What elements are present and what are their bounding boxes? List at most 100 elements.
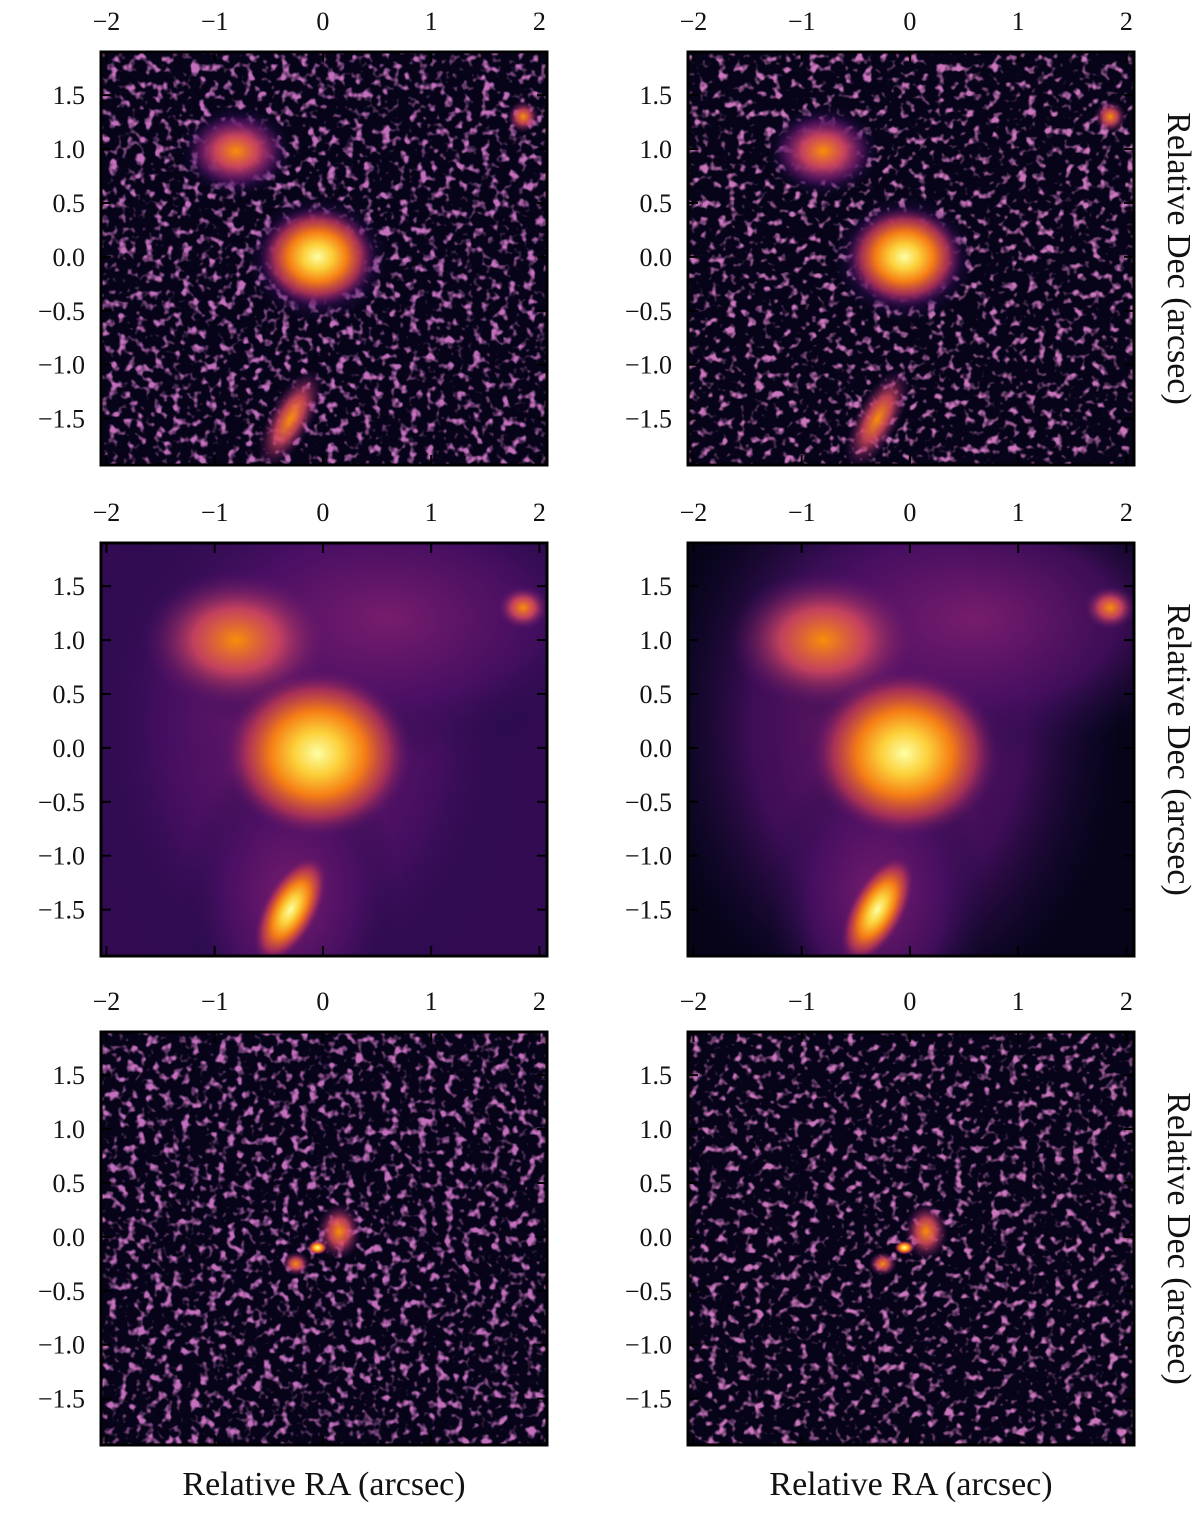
y-tick-label: −0.5 <box>38 297 85 326</box>
y-axis-label: Relative Dec (arcsec) <box>1160 112 1197 405</box>
y-tick-label: 0.0 <box>53 243 86 272</box>
x-axis-label: Relative RA (arcsec) <box>182 1466 465 1503</box>
panel: −2 −1 0 1 2 −1.5 −1.0 −0.5 0.0 0.5 1.0 1.5 Relative … <box>625 987 1197 1503</box>
x-tick-label: 0 <box>903 987 916 1016</box>
y-tick-label: −1.0 <box>625 842 672 871</box>
source <box>775 115 872 188</box>
y-tick-label: −0.5 <box>38 1277 85 1306</box>
image <box>688 1032 1134 1445</box>
source <box>281 1251 310 1276</box>
y-tick-label: 0.5 <box>640 680 673 709</box>
image <box>101 543 547 956</box>
y-tick-label: −1.0 <box>625 351 672 380</box>
x-tick-label: 0 <box>316 7 329 36</box>
image <box>688 543 1134 956</box>
y-axis-label: Relative Dec (arcsec) <box>1160 1092 1197 1385</box>
source <box>1084 585 1134 630</box>
x-tick-label: −2 <box>680 498 708 527</box>
y-tick-label: −1.5 <box>625 405 672 434</box>
y-tick-label: 0.5 <box>53 1169 86 1198</box>
source <box>497 585 547 630</box>
x-tick-label: −1 <box>788 7 816 36</box>
y-tick-label: 1.5 <box>640 572 673 601</box>
panel: −2 −1 0 1 2 −1.5 −1.0 −0.5 0.0 0.5 1.0 1.5 <box>38 7 549 467</box>
source <box>839 855 915 956</box>
x-tick-label: 2 <box>533 987 546 1016</box>
source <box>258 368 323 465</box>
y-tick-label: −1.5 <box>625 1385 672 1414</box>
y-tick-label: −1.5 <box>38 896 85 925</box>
x-tick-label: 1 <box>425 7 438 36</box>
x-tick-label: 1 <box>425 987 438 1016</box>
y-tick-label: −0.5 <box>625 297 672 326</box>
panel: −2 −1 0 1 2 −1.5 −1.0 −0.5 0.0 0.5 1.0 1.5 Relative … <box>38 987 549 1503</box>
frame <box>99 541 549 958</box>
source <box>222 668 413 839</box>
y-tick-label: 1.0 <box>53 1115 86 1144</box>
source <box>904 1203 949 1260</box>
frame <box>686 541 1136 958</box>
y-tick-label: 1.5 <box>53 572 86 601</box>
x-tick-label: −2 <box>93 7 121 36</box>
y-tick-label: −0.5 <box>625 1277 672 1306</box>
x-tick-label: 1 <box>1012 498 1025 527</box>
source <box>894 1240 915 1255</box>
x-tick-label: −2 <box>93 987 121 1016</box>
y-tick-label: −1.0 <box>38 842 85 871</box>
y-tick-label: −0.5 <box>625 788 672 817</box>
source <box>868 1251 897 1276</box>
x-tick-label: −1 <box>201 7 229 36</box>
x-tick-label: −1 <box>201 987 229 1016</box>
x-tick-label: 2 <box>533 7 546 36</box>
x-tick-label: 2 <box>1120 7 1133 36</box>
y-tick-label: 0.5 <box>53 680 86 709</box>
source <box>845 368 910 465</box>
y-tick-label: −1.5 <box>38 1385 85 1414</box>
y-tick-label: 1.0 <box>640 1115 673 1144</box>
source <box>259 206 376 307</box>
x-tick-label: −2 <box>680 7 708 36</box>
x-tick-label: −1 <box>201 498 229 527</box>
source <box>809 668 1000 839</box>
panel: −2 −1 0 1 2 −1.5 −1.0 −0.5 0.0 0.5 1.0 1.5 <box>38 498 549 958</box>
y-tick-label: −1.0 <box>625 1331 672 1360</box>
x-tick-label: 1 <box>1012 7 1025 36</box>
x-tick-label: 0 <box>903 498 916 527</box>
y-tick-label: 0.5 <box>640 189 673 218</box>
source <box>188 115 285 188</box>
source <box>307 1240 328 1255</box>
x-tick-label: 0 <box>903 7 916 36</box>
panel: −2 −1 0 1 2 −1.5 −1.0 −0.5 0.0 0.5 1.0 1.5 Relative … <box>625 498 1197 958</box>
y-tick-label: 0.0 <box>640 734 673 763</box>
y-tick-label: 1.5 <box>640 81 673 110</box>
y-tick-label: 0.5 <box>640 1169 673 1198</box>
source <box>1094 100 1127 133</box>
frame <box>99 50 549 467</box>
y-tick-label: 0.0 <box>53 734 86 763</box>
y-axis-label: Relative Dec (arcsec) <box>1160 603 1197 896</box>
y-tick-label: −1.5 <box>38 405 85 434</box>
y-tick-label: −1.0 <box>38 351 85 380</box>
x-tick-label: 1 <box>1012 987 1025 1016</box>
x-tick-label: −1 <box>788 498 816 527</box>
frame <box>99 1030 549 1447</box>
image <box>688 52 1134 465</box>
x-tick-label: −2 <box>680 987 708 1016</box>
source <box>252 855 328 956</box>
y-tick-label: 1.0 <box>640 626 673 655</box>
y-tick-label: 1.0 <box>53 135 86 164</box>
frame <box>686 1030 1136 1447</box>
x-tick-label: 0 <box>316 498 329 527</box>
y-tick-label: 0.0 <box>640 243 673 272</box>
frame <box>686 50 1136 467</box>
y-tick-label: 0.0 <box>53 1223 86 1252</box>
y-tick-label: −1.5 <box>625 896 672 925</box>
x-axis-label: Relative RA (arcsec) <box>769 1466 1052 1503</box>
x-tick-label: −2 <box>93 498 121 527</box>
image <box>101 1032 547 1445</box>
x-tick-label: 2 <box>1120 498 1133 527</box>
y-tick-label: 1.0 <box>640 135 673 164</box>
y-tick-label: 0.0 <box>640 1223 673 1252</box>
source <box>507 100 540 133</box>
